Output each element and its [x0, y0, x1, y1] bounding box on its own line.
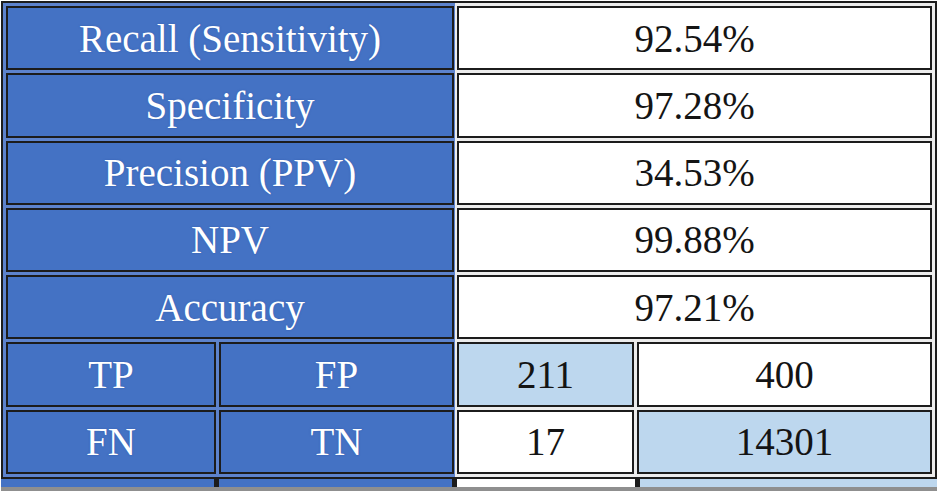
- metric-label-recall: Recall (Sensitivity): [6, 6, 454, 70]
- metric-value-accuracy: 97.21%: [457, 275, 932, 339]
- screenshot-root: Recall (Sensitivity) 92.54% Specificity …: [0, 0, 938, 500]
- matrix-value-fn: 17: [457, 410, 634, 474]
- matrix-value-tn: 14301: [637, 410, 932, 474]
- metric-label-accuracy: Accuracy: [6, 275, 454, 339]
- metric-label-specificity: Specificity: [6, 73, 454, 137]
- metrics-table: Recall (Sensitivity) 92.54% Specificity …: [1, 1, 937, 479]
- metric-label-npv: NPV: [6, 208, 454, 272]
- metric-value-specificity: 97.28%: [457, 73, 932, 137]
- matrix-label-tn: TN: [219, 410, 454, 474]
- metric-value-npv: 99.88%: [457, 208, 932, 272]
- matrix-label-fp: FP: [219, 342, 454, 406]
- matrix-value-fp: 400: [637, 342, 932, 406]
- cropped-next-row: [1, 479, 937, 491]
- matrix-value-tp: 211: [457, 342, 634, 406]
- metric-label-precision: Precision (PPV): [6, 141, 454, 205]
- matrix-label-tp: TP: [6, 342, 216, 406]
- metric-value-precision: 34.53%: [457, 141, 932, 205]
- metric-value-recall: 92.54%: [457, 6, 932, 70]
- matrix-label-fn: FN: [6, 410, 216, 474]
